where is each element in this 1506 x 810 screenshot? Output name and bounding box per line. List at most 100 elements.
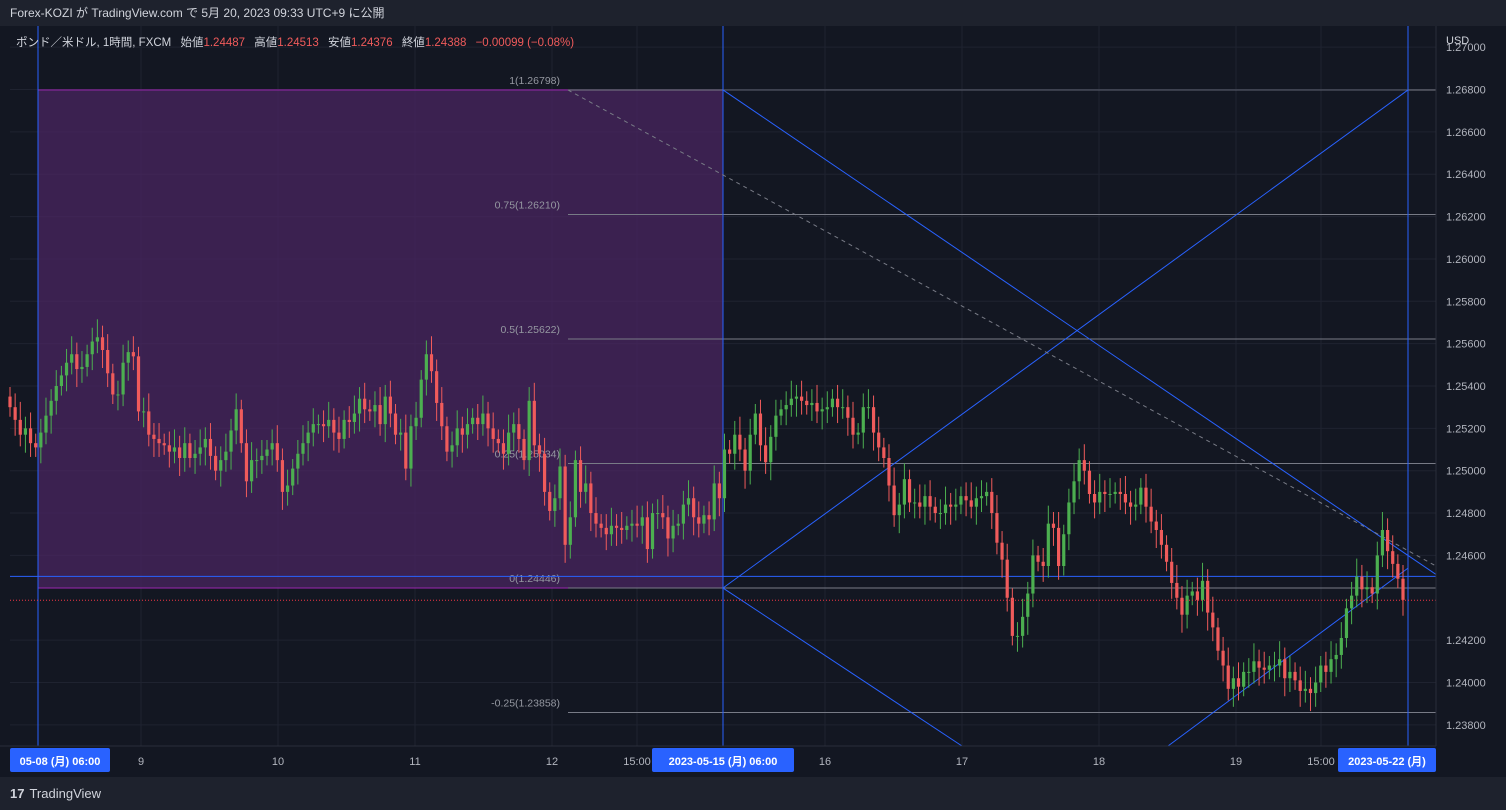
- candle-body: [871, 407, 876, 433]
- candle-body: [1015, 635, 1020, 637]
- candle-body: [342, 419, 346, 439]
- candle-body: [39, 432, 43, 448]
- candle-body: [414, 417, 418, 427]
- candle-body: [697, 517, 701, 524]
- candle-body: [753, 413, 757, 435]
- candle-body: [136, 356, 141, 412]
- candle-body: [789, 398, 793, 406]
- candle-body: [249, 460, 254, 482]
- candle-body: [1134, 504, 1138, 507]
- candle-body: [357, 398, 362, 414]
- candle-body: [620, 527, 624, 530]
- legend-high: 1.24513: [277, 37, 319, 49]
- candle-body: [368, 409, 372, 412]
- candle-body: [517, 424, 521, 439]
- candle-body: [1324, 665, 1328, 672]
- candle-body: [1175, 582, 1179, 598]
- time-axis: 05-08 (月) 06:00 9 10 11 12 15:00 2023-05-15 (月…: [0, 745, 1506, 777]
- candlesticks: [8, 319, 1405, 712]
- candle-body: [728, 449, 732, 454]
- candle-body: [702, 515, 706, 524]
- price-tick: 1.26600: [1446, 127, 1486, 139]
- candle-body: [1026, 593, 1030, 617]
- candle-body: [810, 402, 814, 406]
- candle-body: [563, 466, 567, 545]
- fib-label: 1(1.26798): [509, 75, 560, 87]
- candle-body: [172, 447, 177, 452]
- candle-body: [985, 491, 989, 497]
- candle-body: [794, 396, 799, 399]
- candle-body: [1283, 659, 1287, 679]
- time-tick: 15:00: [1307, 756, 1335, 768]
- candle-body: [1180, 597, 1184, 615]
- time-tick: 2023-05-15 (月) 06:00: [669, 755, 778, 768]
- candle-body: [481, 413, 485, 425]
- candle-body: [656, 513, 660, 515]
- candle-body: [378, 405, 382, 425]
- candle-body: [471, 417, 475, 425]
- candle-body: [1139, 487, 1143, 505]
- candle-body: [1062, 534, 1066, 566]
- candle-body: [1319, 665, 1323, 683]
- fib-levels: 1(1.26798)0.75(1.26210)0.5(1.25622)0.25(…: [491, 75, 1436, 714]
- candle-body: [106, 350, 110, 374]
- candle-body: [1365, 587, 1369, 590]
- candle-body: [733, 434, 737, 454]
- candle-body: [337, 432, 341, 439]
- legend-symbol: ポンド／米ドル, 1時間, FXCM: [16, 36, 171, 49]
- candle-body: [507, 432, 511, 454]
- candle-body: [738, 434, 742, 450]
- candle-body: [856, 432, 860, 435]
- tradingview-logo[interactable]: 17 TradingView: [10, 786, 101, 801]
- price-tick: 1.24800: [1446, 508, 1486, 520]
- candle-body: [219, 460, 223, 471]
- candle-body: [1108, 494, 1112, 495]
- candle-body: [142, 411, 146, 413]
- candle-body: [188, 443, 192, 458]
- candle-body: [285, 485, 290, 492]
- candle-body: [208, 438, 213, 456]
- price-tick: 1.25400: [1446, 381, 1486, 393]
- candle-body: [1077, 460, 1081, 482]
- candle-body: [465, 424, 470, 435]
- candle-body: [625, 525, 629, 530]
- candle-body: [1113, 491, 1117, 494]
- candle-body: [327, 419, 331, 427]
- time-tick: 15:00: [623, 756, 651, 768]
- candle-body: [347, 419, 351, 422]
- candle-body: [558, 466, 562, 499]
- candle-body: [779, 409, 783, 416]
- footer: 17 TradingView: [0, 777, 1506, 810]
- candle-body: [1247, 671, 1251, 673]
- candle-body: [841, 407, 845, 409]
- candle-body: [830, 398, 835, 408]
- candle-body: [363, 398, 367, 410]
- candle-body: [8, 396, 12, 408]
- time-tick: 18: [1093, 756, 1105, 768]
- candle-body: [995, 513, 999, 543]
- candle-body: [1221, 650, 1225, 666]
- candle-body: [70, 354, 74, 363]
- candle-body: [1231, 678, 1235, 689]
- candle-body: [116, 394, 120, 396]
- legend-open-label: 始値: [180, 35, 203, 49]
- price-axis: 1.27000 1.26800 1.26600 1.26400 1.26200 1.260…: [1435, 26, 1506, 746]
- candle-body: [501, 443, 506, 454]
- candle-body: [1206, 580, 1210, 613]
- candle-body: [440, 402, 444, 427]
- candle-body: [393, 413, 398, 435]
- candle-body: [512, 424, 516, 433]
- candle-body: [1057, 527, 1061, 566]
- candle-body: [681, 504, 685, 524]
- candle-body: [1308, 688, 1313, 694]
- candle-body: [111, 373, 115, 395]
- candle-body: [743, 449, 747, 471]
- candle-body: [1190, 591, 1194, 596]
- candle-body: [907, 479, 912, 503]
- candle-body: [799, 396, 804, 401]
- candle-body: [1098, 491, 1102, 503]
- candle-body: [352, 413, 356, 422]
- candle-body: [1021, 616, 1025, 636]
- candle-body: [825, 407, 829, 410]
